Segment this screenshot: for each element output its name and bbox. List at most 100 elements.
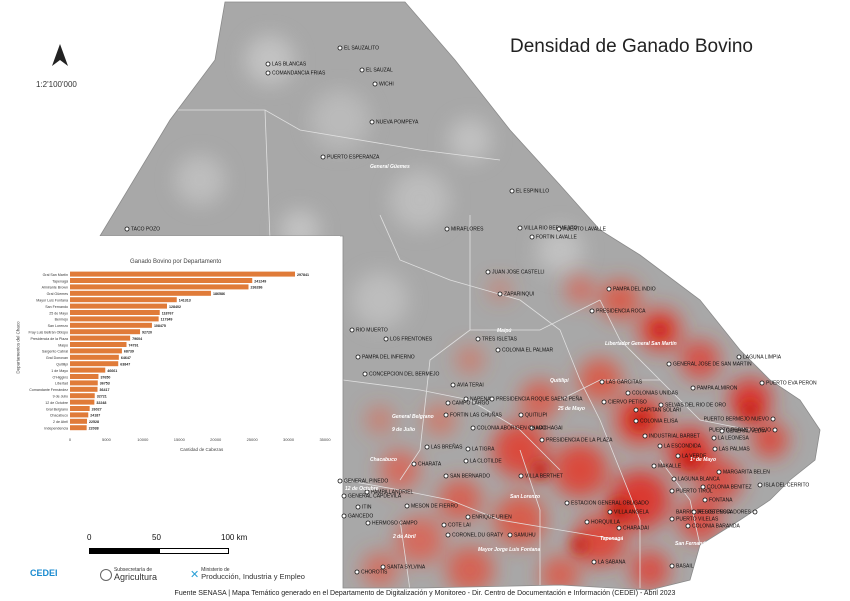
department-label: General Güemes [370, 164, 410, 170]
locality-marker [607, 509, 613, 515]
category-label: Presidencia de la Plaza [30, 337, 68, 341]
value-label: 74791 [128, 343, 138, 347]
category-label: O'Higgins [53, 375, 69, 379]
locality-label: VILLA BERTHET [525, 474, 563, 480]
locality-marker [752, 509, 758, 515]
bar [70, 348, 122, 354]
category-label: Quitilipi [56, 363, 68, 367]
bovine-bar-chart: 0 5000 10000 15000 20000 25000 30000 35000 Gral … [28, 271, 331, 442]
department-labels: General Güemes Libertador General San Mar… [345, 164, 716, 553]
locality-label: LAS BREÑAS [431, 444, 463, 451]
locality-label: LA LEONESA [718, 436, 750, 442]
category-label: Chacabuco [50, 414, 68, 418]
locality-marker [337, 478, 343, 484]
locality-label: EL ESPINILLO [516, 189, 549, 195]
locality-label: PUERTO BERMEJO NUEVO [704, 417, 769, 423]
locality-marker [443, 473, 449, 479]
department-label: General Belgrano [392, 414, 434, 420]
value-label: 236286 [250, 286, 262, 290]
locality-marker [757, 482, 763, 488]
locality-label: LAS BLANCAS [272, 62, 307, 68]
locality-label: COTE LAI [448, 523, 471, 529]
locality-label: GENERAL PINEDO [344, 479, 388, 485]
locality-label: BARRIO DE LOS PESCADORES [676, 510, 752, 516]
locality-marker [564, 500, 570, 506]
locality-label: CONCEPCION DEL BERMEJO [369, 372, 439, 378]
cedei-logo-text: CEDEI [30, 568, 58, 578]
category-label: 2 de Abril [53, 420, 68, 424]
locality-label: PAMPA ALMIRON [697, 386, 738, 392]
locality-label: MIRAFLORES [451, 227, 484, 233]
locality-label: NAPENAY [470, 397, 494, 403]
bar [70, 393, 95, 399]
scale-bar-segment-dark [89, 548, 159, 554]
scale-bar-label-50: 50 [152, 533, 161, 542]
locality-label: COLONIA BARANDA [692, 524, 740, 530]
category-label: San Lorenzo [48, 324, 68, 328]
cross-logo-icon: ✕ [190, 569, 200, 581]
x-tick-label: 15000 [174, 437, 186, 442]
value-label: 32248 [96, 401, 106, 405]
locality-label: LA ESCONDIDA [664, 444, 702, 450]
locality-marker [589, 308, 595, 314]
chart-xlabel: Cantidad de Cabezas [180, 447, 224, 452]
agricultura-text: Agricultura [113, 572, 157, 582]
category-label: Tapenagá [52, 279, 68, 283]
locality-label: PRESIDENCIA DE LA PLAZA [546, 438, 613, 444]
locality-label: PUERTO EVA PERON [766, 381, 817, 387]
locality-marker [736, 354, 742, 360]
locality-label: BASAIL [676, 564, 694, 570]
locality-marker [463, 396, 469, 402]
locality-marker [475, 336, 481, 342]
footer-source: Fuente SENASA | Mapa Temático generado e… [174, 590, 676, 597]
x-tick-label: 35000 [319, 437, 331, 442]
locality-label: LAGUNA LIMPIA [743, 355, 782, 361]
chart-ylabel: Departamentos del Chaco [15, 321, 21, 374]
locality-marker [719, 428, 725, 434]
produccion-subtitle: Ministerio de [201, 567, 230, 573]
category-label: 9 de Julio [53, 395, 68, 399]
value-label: 36417 [100, 388, 110, 392]
locality-marker [509, 188, 515, 194]
locality-label: PRESIDENCIA ROQUE SAENZ PEÑA [496, 396, 583, 403]
locality-label: COLONIA ELISA [640, 419, 678, 425]
locality-label: ITIN [362, 505, 372, 511]
locality-marker [685, 523, 691, 529]
department-label: Maipú [497, 328, 511, 334]
locality-label: NUEVA POMPEYA [376, 120, 419, 126]
value-label: 241249 [254, 279, 266, 283]
locality-label: COLONIA BENITEZ [707, 485, 752, 491]
scale-bar-label-0: 0 [87, 533, 92, 542]
agricultura-subtitle: Subsecretaría de [113, 567, 153, 573]
produccion-text: Producción, Industria y Empleo [201, 572, 305, 581]
locality-marker [759, 380, 765, 386]
bar [70, 412, 89, 418]
locality-label: MESON DE FIERRO [411, 504, 458, 510]
value-label: 22528 [89, 420, 99, 424]
locality-marker [355, 504, 361, 510]
produccion-logo: ✕ Ministerio de Producción, Industria y … [190, 567, 305, 582]
x-tick-label: 30000 [283, 437, 295, 442]
locality-label: LOS FRENTONES [390, 337, 433, 343]
department-label: Quitilipi [550, 378, 569, 384]
category-label: Maipú [58, 343, 68, 347]
category-label: Fray Luis Beltrán Obispo [28, 331, 68, 335]
locality-label: SELVAS DEL RIO DE ORO [665, 403, 726, 409]
locality-label: CORONEL DU GRATY [452, 533, 504, 539]
locality-label: JUAN JOSE CASTELLI [492, 270, 545, 276]
bar [70, 367, 106, 373]
locality-marker [359, 67, 365, 73]
locality-marker [671, 476, 677, 482]
locality-marker [518, 473, 524, 479]
department-label: 12 de Octubre [345, 486, 379, 492]
locality-label: QUITILIPI [525, 413, 547, 419]
locality-marker [716, 469, 722, 475]
seal-icon [100, 569, 112, 581]
category-label: Libertad [55, 382, 68, 386]
bar [70, 290, 211, 296]
locality-marker [770, 416, 776, 422]
locality-marker [485, 269, 491, 275]
category-label: Sargento Cabral [42, 350, 68, 354]
locality-marker [658, 402, 664, 408]
